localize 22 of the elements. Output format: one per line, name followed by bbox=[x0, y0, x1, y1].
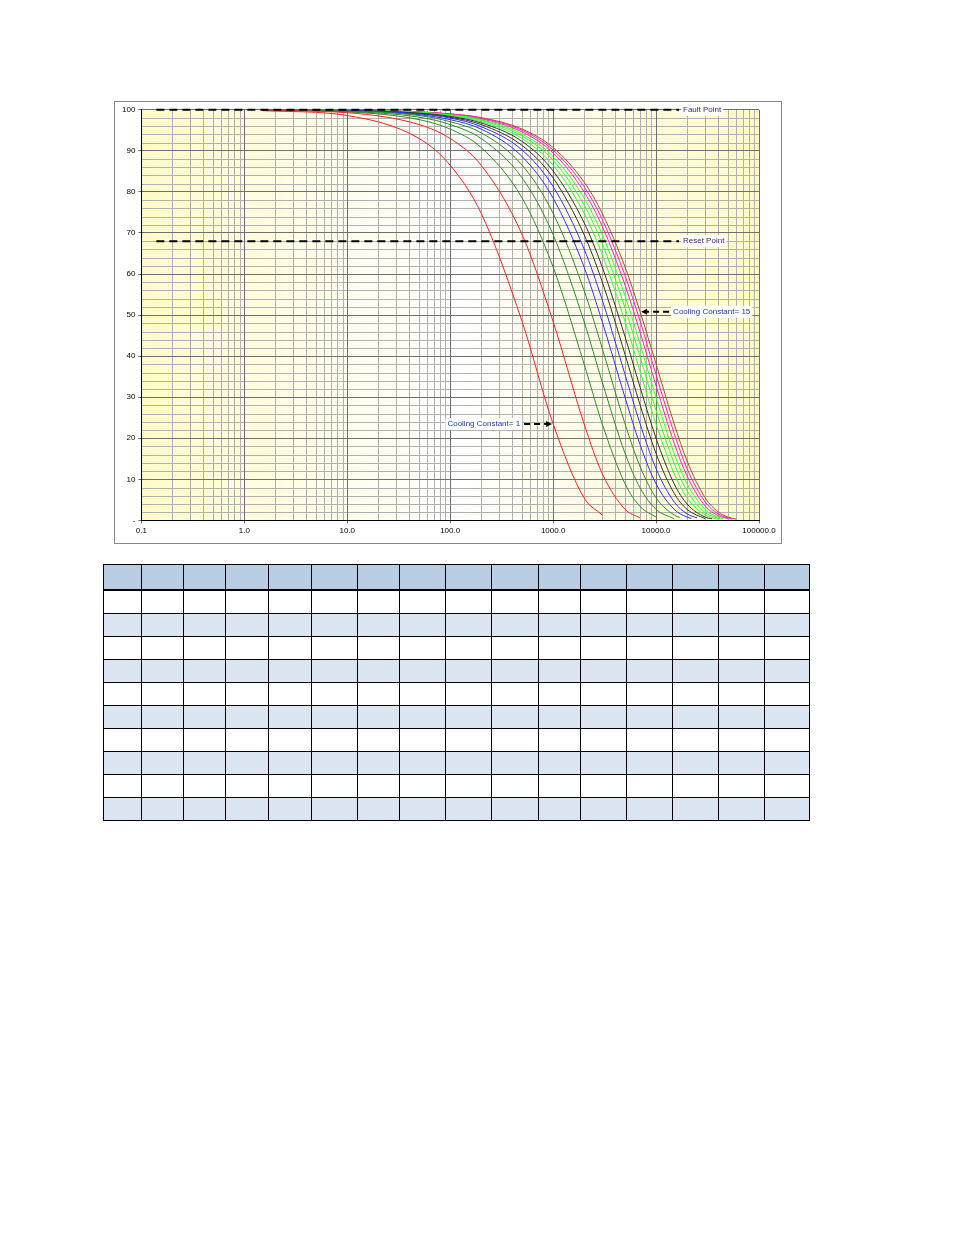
y-tick-label: 30 bbox=[126, 392, 136, 402]
y-tick-label: 70 bbox=[126, 228, 136, 238]
ref-line-label: Reset Point bbox=[683, 236, 726, 246]
y-tick-label: 80 bbox=[126, 187, 136, 197]
y-tick-label: 50 bbox=[126, 310, 136, 320]
y-tick-label: 90 bbox=[126, 146, 136, 156]
y-tick-label: 60 bbox=[126, 269, 136, 279]
x-tick-label: 0.1 bbox=[135, 526, 148, 536]
annotation: Cooling Constant= 1 bbox=[447, 419, 521, 429]
y-tick-label: 40 bbox=[126, 351, 136, 361]
x-tick-label: 100000.0 bbox=[742, 526, 777, 536]
x-tick-label: 1.0 bbox=[238, 526, 251, 536]
y-tick-label: 20 bbox=[126, 433, 136, 443]
y-tick-label: 10 bbox=[126, 474, 136, 484]
x-tick-label: 100.0 bbox=[440, 526, 461, 536]
y-tick-label: 100 bbox=[121, 105, 136, 114]
annotation: Cooling Constant= 15 bbox=[673, 307, 751, 317]
y-tick-label: - bbox=[132, 515, 136, 525]
x-tick-label: 1000.0 bbox=[540, 526, 566, 536]
x-tick-label: 10.0 bbox=[339, 526, 356, 536]
x-tick-label: 10000.0 bbox=[641, 526, 672, 536]
ref-line-label: Fault Point bbox=[683, 105, 723, 114]
